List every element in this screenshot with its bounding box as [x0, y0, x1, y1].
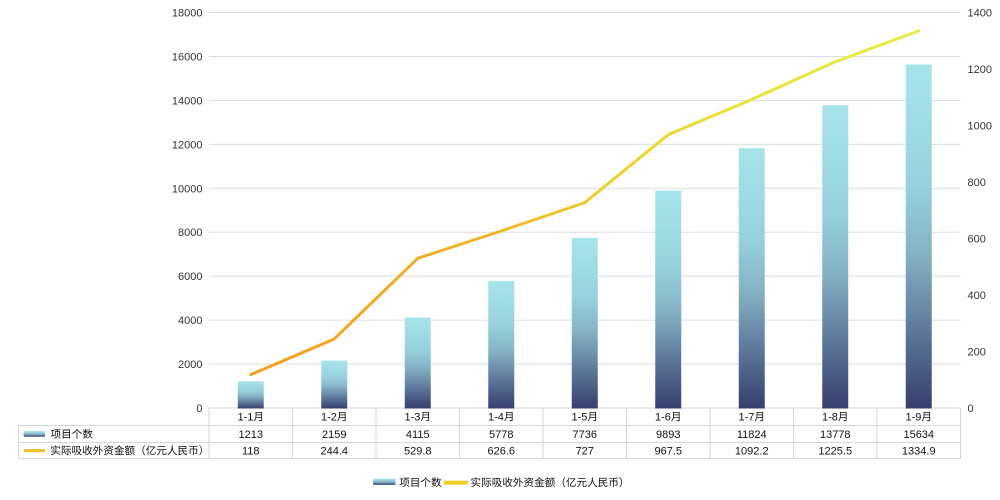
- svg-text:9893: 9893: [656, 429, 680, 441]
- svg-text:1000: 1000: [968, 121, 992, 133]
- svg-text:6: 6: [665, 411, 671, 423]
- svg-text:10000: 10000: [172, 183, 203, 195]
- svg-text:2: 2: [331, 411, 337, 423]
- svg-text:6000: 6000: [178, 271, 202, 283]
- svg-text:5778: 5778: [489, 429, 513, 441]
- svg-text:9: 9: [915, 411, 921, 423]
- svg-text:-: -: [578, 411, 582, 423]
- svg-text:1092.2: 1092.2: [735, 445, 769, 457]
- svg-text:1334.9: 1334.9: [902, 445, 936, 457]
- svg-text:1: 1: [321, 411, 327, 423]
- svg-text:18000: 18000: [172, 8, 203, 20]
- svg-text:1: 1: [655, 411, 661, 423]
- svg-text:11824: 11824: [737, 429, 767, 441]
- svg-text:800: 800: [968, 177, 986, 189]
- svg-text:200: 200: [968, 347, 986, 359]
- svg-text:13778: 13778: [820, 429, 851, 441]
- svg-text:-: -: [828, 411, 832, 423]
- svg-text:1: 1: [572, 411, 578, 423]
- svg-text:7736: 7736: [573, 429, 597, 441]
- svg-text:8: 8: [832, 411, 838, 423]
- svg-text:4: 4: [498, 411, 504, 423]
- svg-text:15634: 15634: [903, 429, 934, 441]
- svg-text:1: 1: [238, 411, 244, 423]
- svg-text:1: 1: [822, 411, 828, 423]
- svg-text:967.5: 967.5: [654, 445, 682, 457]
- svg-text:0: 0: [196, 403, 202, 415]
- svg-text:727: 727: [576, 445, 594, 457]
- svg-text:1: 1: [247, 411, 253, 423]
- svg-text:626.6: 626.6: [487, 445, 515, 457]
- svg-text:14000: 14000: [172, 95, 203, 107]
- svg-text:1: 1: [405, 411, 411, 423]
- svg-text:16000: 16000: [172, 51, 203, 63]
- svg-text:-: -: [244, 411, 248, 423]
- svg-text:7: 7: [748, 411, 754, 423]
- svg-text:1: 1: [906, 411, 912, 423]
- svg-text:1225.5: 1225.5: [818, 445, 852, 457]
- svg-text:-: -: [494, 411, 498, 423]
- svg-text:0: 0: [968, 403, 974, 415]
- svg-text:1400: 1400: [968, 8, 992, 20]
- svg-text:529.8: 529.8: [404, 445, 432, 457]
- svg-text:4115: 4115: [406, 429, 430, 441]
- svg-text:-: -: [661, 411, 665, 423]
- svg-text:-: -: [411, 411, 415, 423]
- svg-text:600: 600: [968, 234, 986, 246]
- svg-text:12000: 12000: [172, 139, 203, 151]
- svg-text:5: 5: [581, 411, 587, 423]
- svg-text:8000: 8000: [178, 227, 202, 239]
- svg-text:244.4: 244.4: [320, 445, 348, 457]
- svg-text:1: 1: [739, 411, 745, 423]
- svg-text:-: -: [912, 411, 916, 423]
- svg-text:-: -: [327, 411, 331, 423]
- svg-text:1213: 1213: [239, 429, 263, 441]
- svg-text:1200: 1200: [968, 64, 992, 76]
- svg-text:2159: 2159: [322, 429, 346, 441]
- svg-text:400: 400: [968, 290, 986, 302]
- svg-text:2000: 2000: [178, 359, 202, 371]
- svg-text:118: 118: [242, 445, 260, 457]
- svg-text:1: 1: [488, 411, 494, 423]
- svg-text:3: 3: [414, 411, 420, 423]
- svg-text:-: -: [745, 411, 749, 423]
- svg-text:4000: 4000: [178, 315, 202, 327]
